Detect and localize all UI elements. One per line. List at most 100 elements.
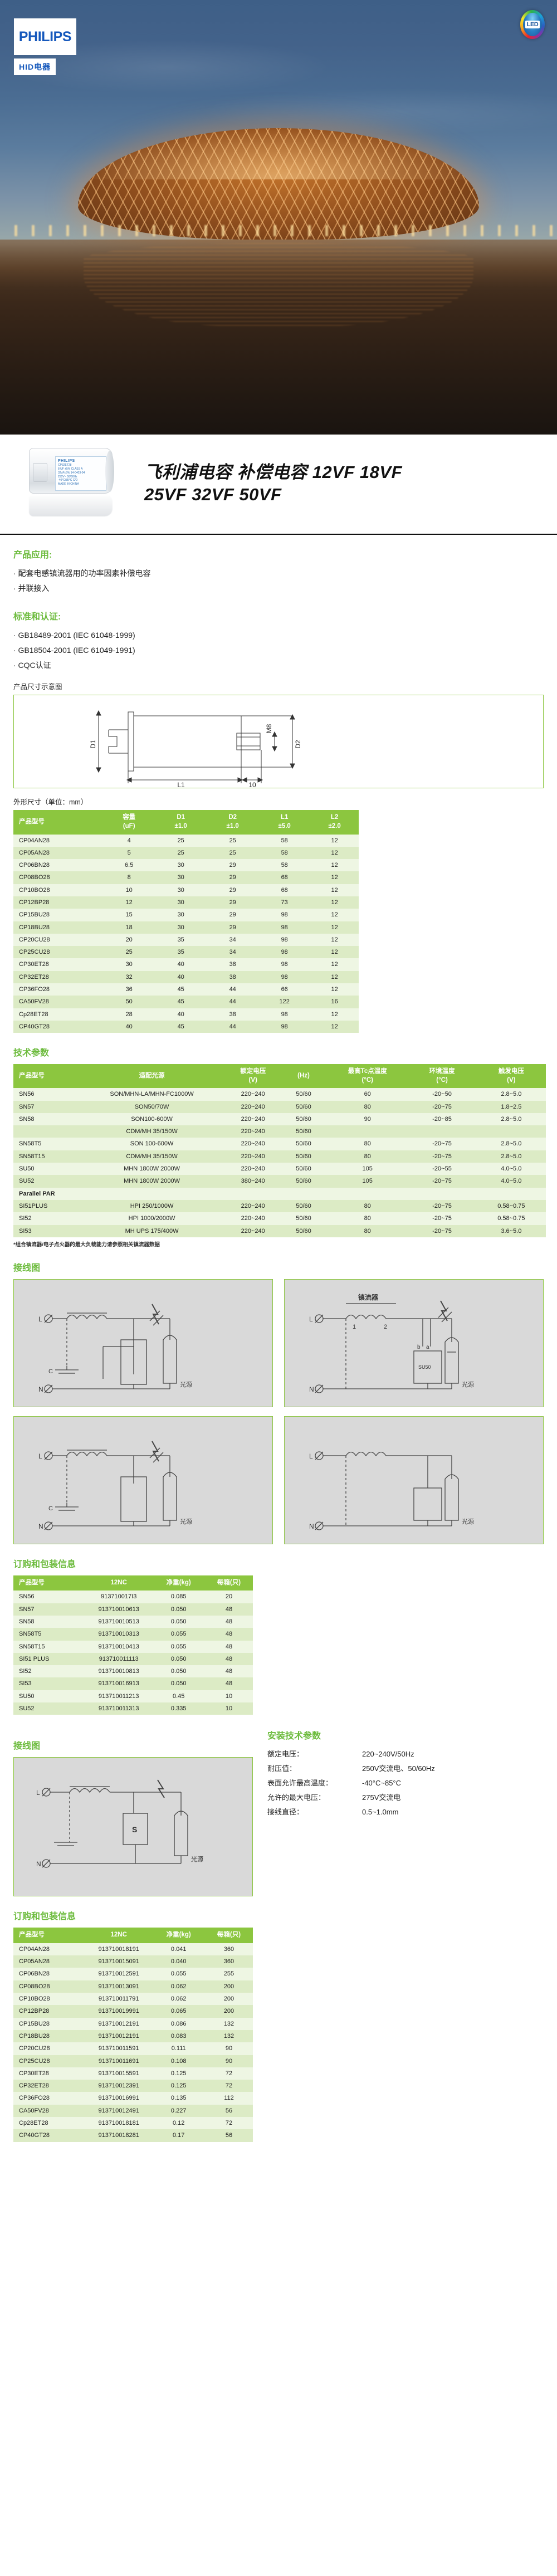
cell-value: 0.055 [170, 1631, 187, 1638]
cell-value: 200 [223, 1983, 234, 1990]
table-row: SN56 SON/MHN-LA/MHN-FC1000W 220~240 50/60 60… [13, 1088, 546, 1101]
cell-value: 2.8~5.0 [501, 1115, 522, 1123]
col-d1: D1 ±1.0 [155, 810, 207, 835]
cell-model: SN56 [19, 1593, 35, 1601]
cell-value: 48 [225, 1668, 233, 1675]
cell-group-label: Parallel PAR [13, 1187, 546, 1200]
install-spec-value: 0.5~1.0mm [362, 1808, 399, 1817]
cell-value: 10 [225, 1705, 233, 1713]
cell-value: 30 [177, 886, 184, 894]
cell-model: SN58 [19, 1618, 35, 1625]
cell-value: 220~240 [241, 1115, 265, 1123]
cell-value: 50/60 [296, 1115, 311, 1123]
table-row: CP20CU28 20 35 34 98 12 [13, 933, 359, 947]
cell-value: 58 [281, 849, 288, 856]
wire2-label-t2: 2 [384, 1324, 387, 1330]
install-spec-key: 表面允许最高温度： [267, 1779, 333, 1788]
wiring-svg-1: L N C 光源 [38, 1304, 192, 1393]
table-row: CP18BU28 18 30 29 98 12 [13, 921, 359, 934]
led-badge-label: LED [525, 21, 540, 28]
cell-model: CP15BU28 [19, 2020, 50, 2027]
dim-label-l2: 10 [248, 781, 256, 788]
cell-model: CP32ET28 [19, 973, 49, 980]
wiring-diagram-2: L N 镇流器 1 2 b a SU50 光源 [284, 1279, 544, 1407]
table-row: SN58T15 CDM/MH 35/150W 220~240 50/60 80 -20~7… [13, 1150, 546, 1163]
cell-value: SON 100-600W [130, 1140, 174, 1148]
list-item: · 配套电感镇流器用的功率因素补偿电容 [13, 569, 151, 578]
cell-value: 2.8~5.0 [501, 1091, 522, 1098]
wire2-label-a: a [426, 1344, 429, 1350]
capacitor-label-line: MADE IN CHINA [58, 482, 79, 486]
cell-value: 30 [177, 874, 184, 881]
cell-value: 4.0~5.0 [501, 1165, 522, 1173]
cell-model: SI51 PLUS [19, 1655, 50, 1662]
cell-value: 38 [229, 1011, 236, 1018]
dim-label-l1: L1 [177, 781, 185, 788]
list-item: · CQC认证 [13, 661, 51, 670]
wire4-label-l: L [309, 1452, 313, 1460]
table-row: CP40GT28 40 45 44 98 12 [13, 1020, 359, 1033]
wire2-label-lamp: 光源 [462, 1380, 474, 1388]
install-specs-col: 安装技术参数 额定电压： 220~240V/50Hz 耐压值： 250V交流电、50/… [267, 1726, 544, 1819]
list-item: · 并联接入 [13, 584, 50, 593]
cell-12nc: 913710012491 [98, 2107, 139, 2114]
cell-value: 38 [229, 973, 236, 980]
cell-value: 18 [125, 924, 133, 931]
cell-12nc: 913710018191 [98, 1945, 139, 1953]
cell-model: CP20CU28 [19, 936, 50, 943]
hid-badge: HID电器 [14, 58, 56, 75]
page-title-line2: 25VF 32VF 50VF [144, 485, 282, 504]
cell-model [13, 1125, 77, 1138]
cell-value: 10 [225, 1692, 233, 1700]
cell-value: SON50/70W [134, 1103, 169, 1110]
wiring-diagram-4-placeholder: L N 光源 [284, 1416, 544, 1544]
dim-table-caption: 外形尺寸（单位：mm） [13, 798, 88, 807]
cell-model: CP06BN28 [19, 862, 50, 869]
wire2-label-box: SU50 [418, 1364, 431, 1370]
cell-model: SI52 [19, 1668, 32, 1675]
cell-value: 0.065 [170, 2008, 187, 2015]
table-row: SN58T5 913710010313 0.055 48 [13, 1628, 253, 1641]
dim-diagram-caption: 产品尺寸示意图 [13, 683, 62, 691]
cell-12nc: 913710012391 [98, 2082, 139, 2090]
cell-value: 12 [331, 886, 338, 894]
cell-model: SN57 [19, 1606, 35, 1613]
table-row: CP36FO28 913710016991 0.135 112 [13, 2092, 253, 2105]
install-spec-row: 允许的最大电压： 275V交流电 [267, 1790, 544, 1805]
water-reflection [84, 243, 473, 326]
ordering-table-2-head: 产品型号 12NC 净重(kg) 每箱(只) [13, 1928, 253, 1943]
cell-12nc: 913710010813 [98, 1668, 139, 1675]
cell-model: CP32ET28 [19, 2082, 49, 2090]
capacitor-label-line: 250V~ 50/60Hz [58, 475, 77, 479]
cell-value: 220~240 [241, 1153, 265, 1160]
cell-value: 80 [364, 1153, 371, 1160]
table-row: CP04AN28 913710018191 0.041 360 [13, 1943, 253, 1956]
cell-model: CP25CU28 [19, 2057, 50, 2065]
cell-value: 200 [223, 1996, 234, 2003]
spec-heading: 技术参数 [13, 1048, 50, 1058]
col-model: 产品型号 [13, 1575, 85, 1591]
install-wiring-caption: 接线图 [13, 1741, 41, 1752]
cell-12nc: 913710016991 [98, 2095, 139, 2102]
install-section: 接线图 [13, 1726, 544, 1897]
install-wiring-col: 接线图 [13, 1726, 253, 1897]
cell-value: 20 [225, 1593, 233, 1601]
wiring-heading: 接线图 [13, 1263, 41, 1273]
wire2-label-l: L [309, 1315, 313, 1323]
cell-value: 50/60 [296, 1091, 311, 1098]
col-l1: L1 ±5.0 [258, 810, 311, 835]
col-ambient-temp: 环境温度 (°C) [407, 1064, 477, 1089]
cell-value: 29 [229, 886, 236, 894]
cell-value: CDM/MH 35/150W [126, 1153, 178, 1160]
cell-value: 0.135 [170, 2095, 187, 2102]
cell-value: 0.050 [170, 1680, 187, 1687]
cell-value: 45 [177, 986, 184, 993]
table-row: CP36FO28 36 45 44 66 12 [13, 983, 359, 996]
cell-value: 132 [223, 2020, 234, 2027]
cell-value: 68 [281, 874, 288, 881]
cell-value: 0.062 [170, 1983, 187, 1990]
cell-model: CP30ET28 [19, 2070, 49, 2077]
cell-value: 0.108 [170, 2057, 187, 2065]
install-spec-value: -40°C~85°C [362, 1779, 402, 1788]
cell-model: CP12BP28 [19, 2008, 50, 2015]
